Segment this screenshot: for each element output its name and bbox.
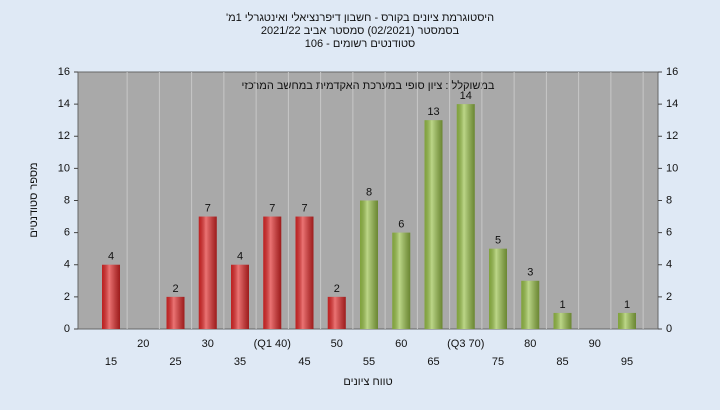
bar-shade <box>553 312 572 329</box>
value-label: 2 <box>172 283 178 295</box>
bar-shade <box>327 296 346 329</box>
x-tick-label: 80 <box>524 338 536 350</box>
subtitle: סטודנטים רשומים - 106 <box>305 38 416 50</box>
x-tick-label: (Q3 70) <box>447 338 484 350</box>
bar-shade <box>489 248 507 329</box>
value-label: 6 <box>398 219 404 231</box>
x-tick-label: 65 <box>427 356 439 368</box>
bar-shade <box>360 200 378 329</box>
y2-tick-label: 12 <box>666 130 678 142</box>
y2-tick-label: 6 <box>666 227 672 239</box>
y2-tick-label: 8 <box>666 194 672 206</box>
value-label: 1 <box>624 299 630 311</box>
x-tick-label: 85 <box>556 356 568 368</box>
y2-tick-label: 10 <box>666 162 678 174</box>
value-label: 8 <box>366 186 372 198</box>
x-tick-label: 25 <box>169 356 181 368</box>
value-label: 7 <box>205 202 211 214</box>
subtitle: בסמסטר (02/2021) סמסטר אביב 2021/22 <box>261 25 460 37</box>
y-tick-label: 6 <box>64 227 70 239</box>
value-label: 7 <box>301 202 307 214</box>
value-label: 2 <box>334 283 340 295</box>
value-label: 14 <box>460 90 472 102</box>
y-tick-label: 8 <box>64 194 70 206</box>
y-tick-label: 12 <box>58 130 70 142</box>
x-tick-label: 15 <box>105 356 117 368</box>
y-tick-label: 10 <box>58 162 70 174</box>
value-label: 4 <box>108 251 114 263</box>
value-label: 5 <box>495 235 501 247</box>
x-tick-label: 30 <box>202 338 214 350</box>
bar-shade <box>456 104 475 329</box>
bar-shade <box>424 120 443 329</box>
x-tick-label: 60 <box>395 338 407 350</box>
x-tick-label: 45 <box>298 356 310 368</box>
y2-tick-label: 14 <box>666 98 678 110</box>
y2-tick-label: 4 <box>666 259 672 271</box>
bar-shade <box>231 264 249 329</box>
y2-tick-label: 0 <box>666 323 672 335</box>
bar-shade <box>392 232 411 329</box>
value-label: 3 <box>527 267 533 279</box>
x-tick-label: 90 <box>589 338 601 350</box>
annotation: במשוקלל : ציון סופי במערכת האקדמית במחשב… <box>242 79 495 92</box>
chart-title: 'היסטוגרמת ציונים בקורס - חשבון דיפרנציא… <box>226 11 494 24</box>
bar-shade <box>521 280 540 329</box>
y-tick-label: 4 <box>64 259 70 271</box>
bar-shade <box>102 264 120 329</box>
x-tick-label: 55 <box>363 356 375 368</box>
value-label: 1 <box>559 299 565 311</box>
value-label: 13 <box>427 106 439 118</box>
bar-shade <box>295 216 314 329</box>
x-tick-label: 35 <box>234 356 246 368</box>
y2-tick-label: 16 <box>666 66 678 78</box>
x-tick-label: (Q1 40) <box>254 338 291 350</box>
x-tick-label: 20 <box>137 338 149 350</box>
x-tick-label: 50 <box>331 338 343 350</box>
bar-shade <box>618 312 636 329</box>
bar-shade <box>198 216 217 329</box>
x-tick-label: 75 <box>492 356 504 368</box>
y-tick-label: 2 <box>64 291 70 303</box>
bar-shade <box>263 216 282 329</box>
y-tick-label: 14 <box>58 98 70 110</box>
y-tick-label: 0 <box>64 323 70 335</box>
bar-shade <box>166 296 185 329</box>
value-label: 4 <box>237 251 243 263</box>
value-label: 7 <box>269 202 275 214</box>
x-tick-label: 95 <box>621 356 633 368</box>
x-axis-label: טווח ציונים <box>343 376 392 388</box>
y-tick-label: 16 <box>58 66 70 78</box>
y-axis-label: מספר סטודנטים <box>28 162 40 237</box>
y2-tick-label: 2 <box>666 291 672 303</box>
